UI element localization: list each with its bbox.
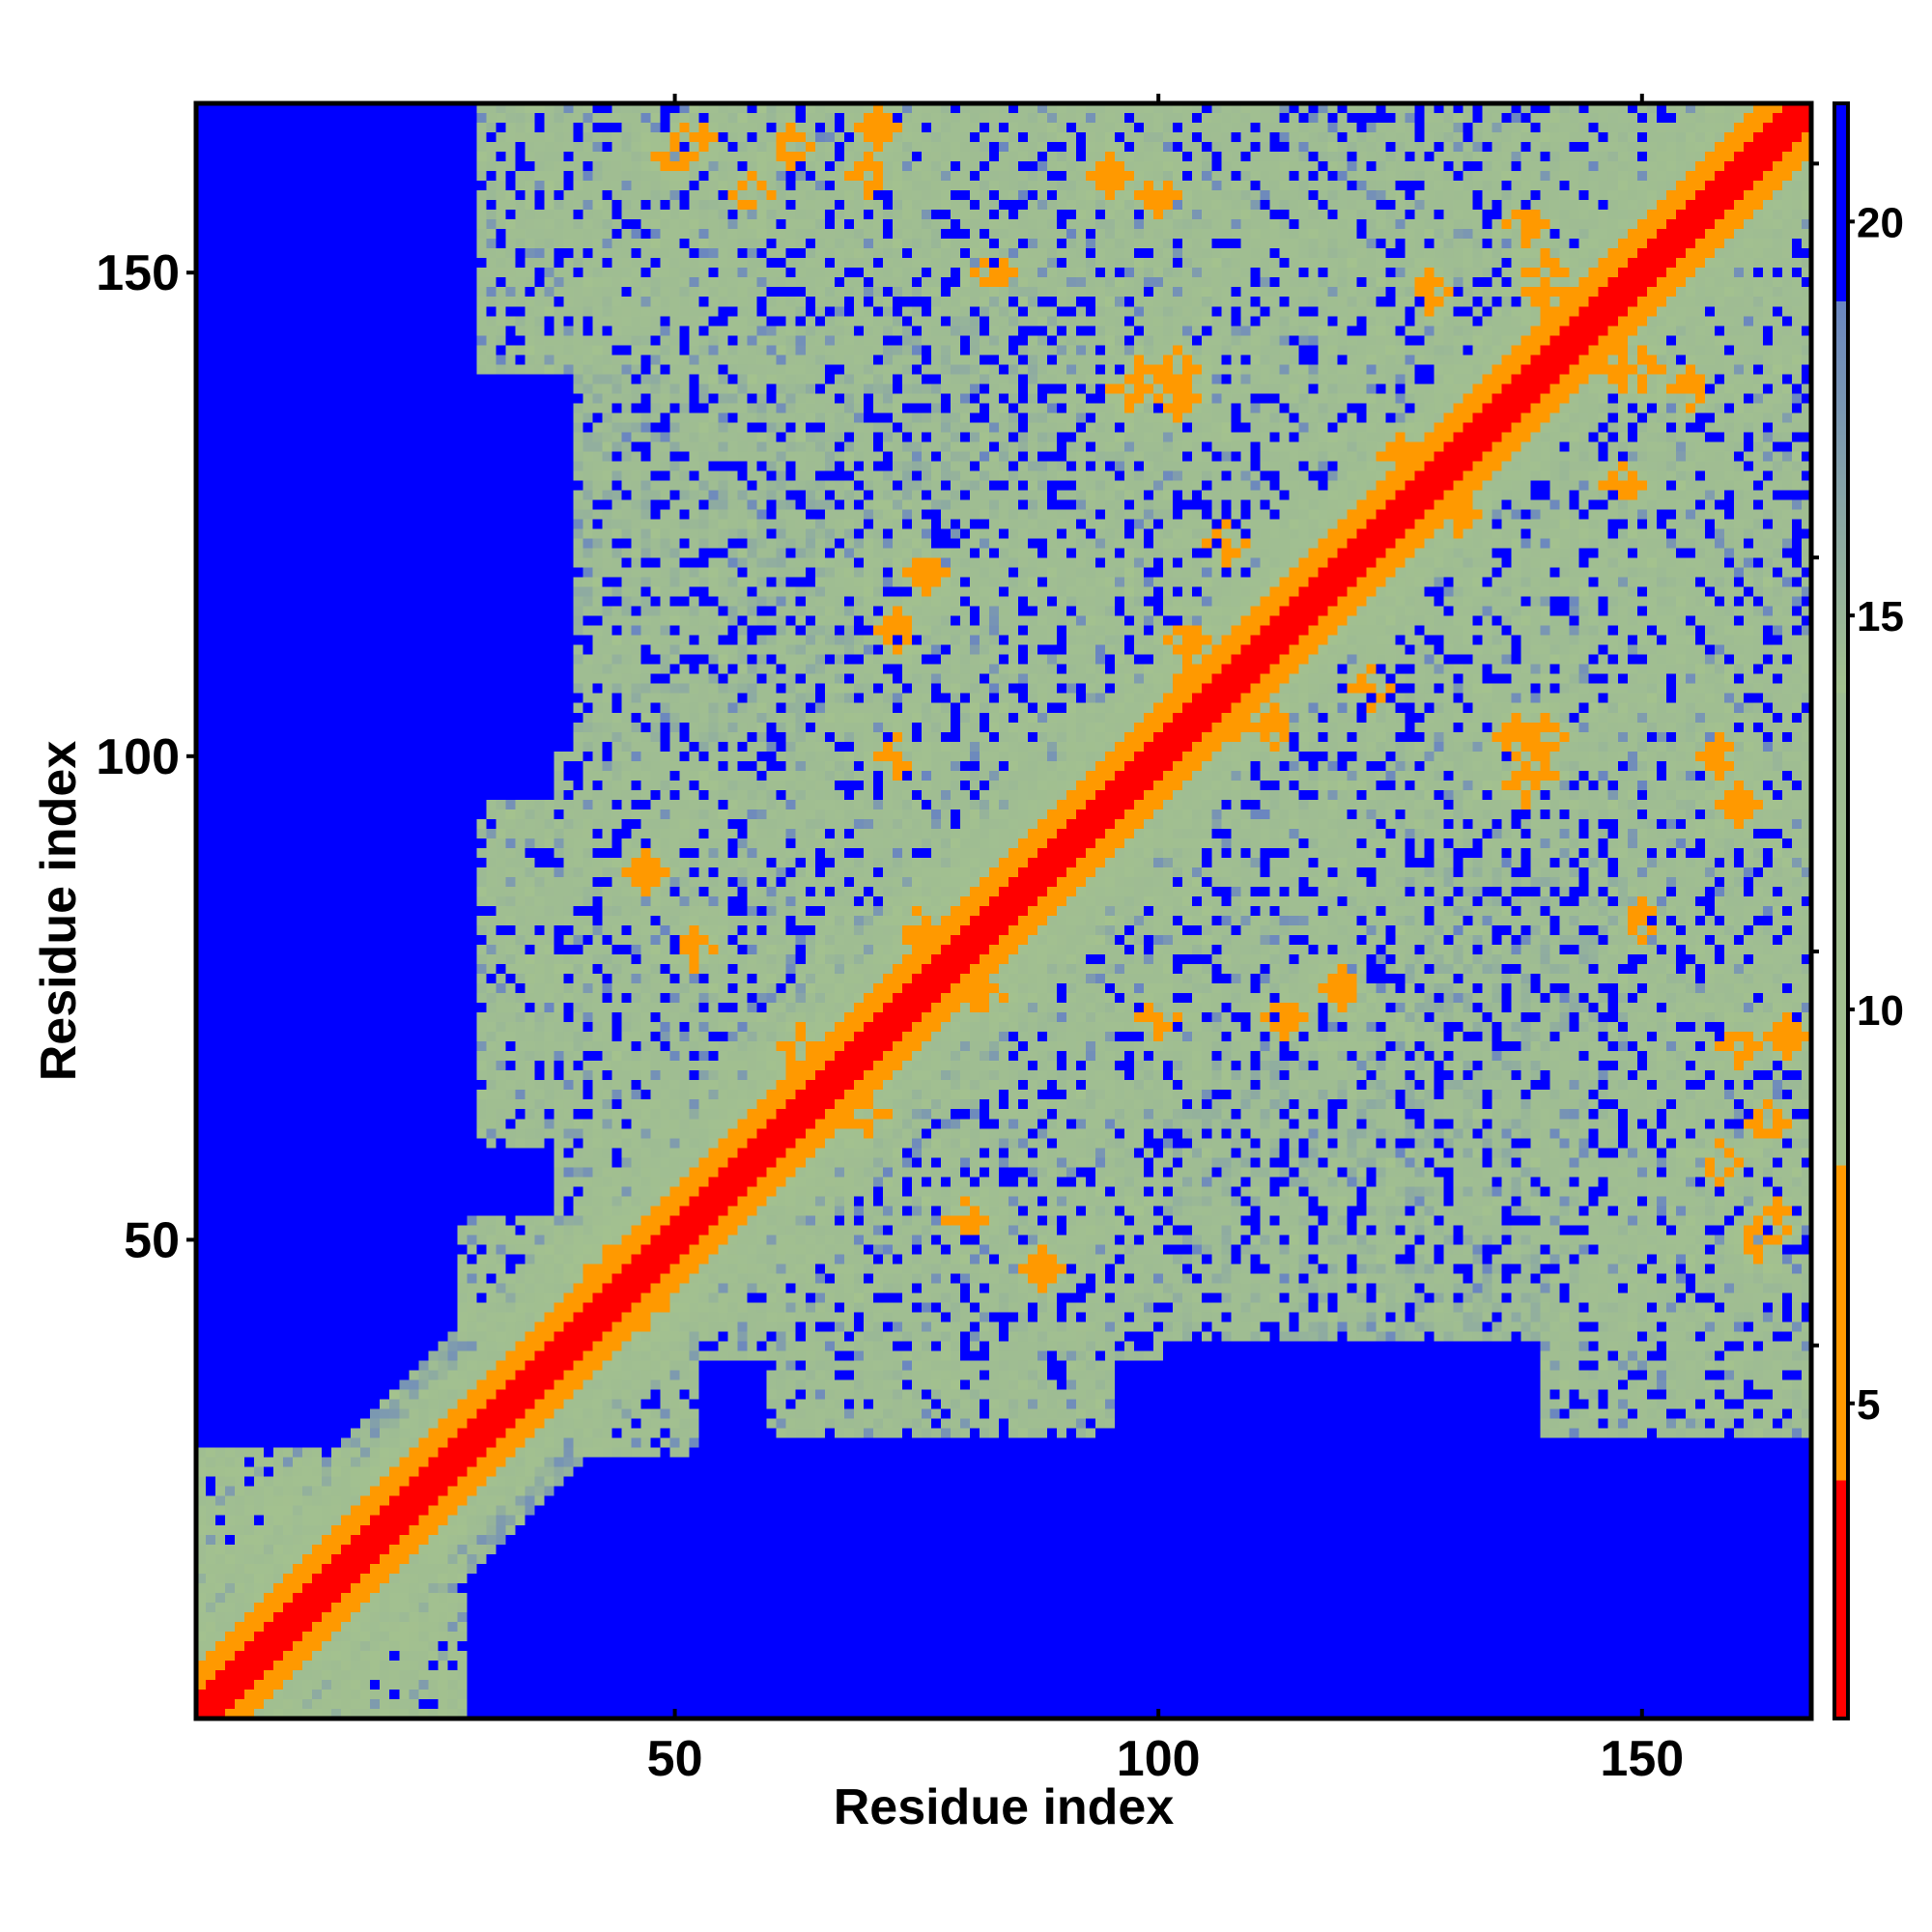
colorbar-gradient <box>1834 103 1848 1719</box>
x-tick-label: 50 <box>647 1731 703 1787</box>
frame-layer <box>193 100 1850 1721</box>
colorbar-tick-label: 5 <box>1857 1381 1880 1429</box>
x-tick-label: 100 <box>1117 1731 1201 1787</box>
y-axis: 50 100 150 <box>96 245 196 1268</box>
x-tick-label: 150 <box>1600 1731 1684 1787</box>
colorbar-border <box>1833 101 1850 1720</box>
heatmap-cells <box>196 103 1811 1719</box>
y-tick-label: 150 <box>96 245 180 301</box>
x-axis-title: Residue index <box>834 1779 1175 1835</box>
colorbar-tick-label: 15 <box>1857 593 1904 640</box>
colorbar-axis: 5 10 15 20 <box>1811 161 1904 1429</box>
x-axis: 50 100 150 <box>647 94 1684 1787</box>
y-axis-title: Residue index <box>31 741 87 1082</box>
colorbar-tick-label: 20 <box>1857 199 1904 246</box>
colorbar-tick-label: 10 <box>1857 987 1904 1035</box>
y-tick-label: 50 <box>124 1212 180 1268</box>
plot-border <box>193 100 1814 1721</box>
y-tick-label: 100 <box>96 729 180 785</box>
